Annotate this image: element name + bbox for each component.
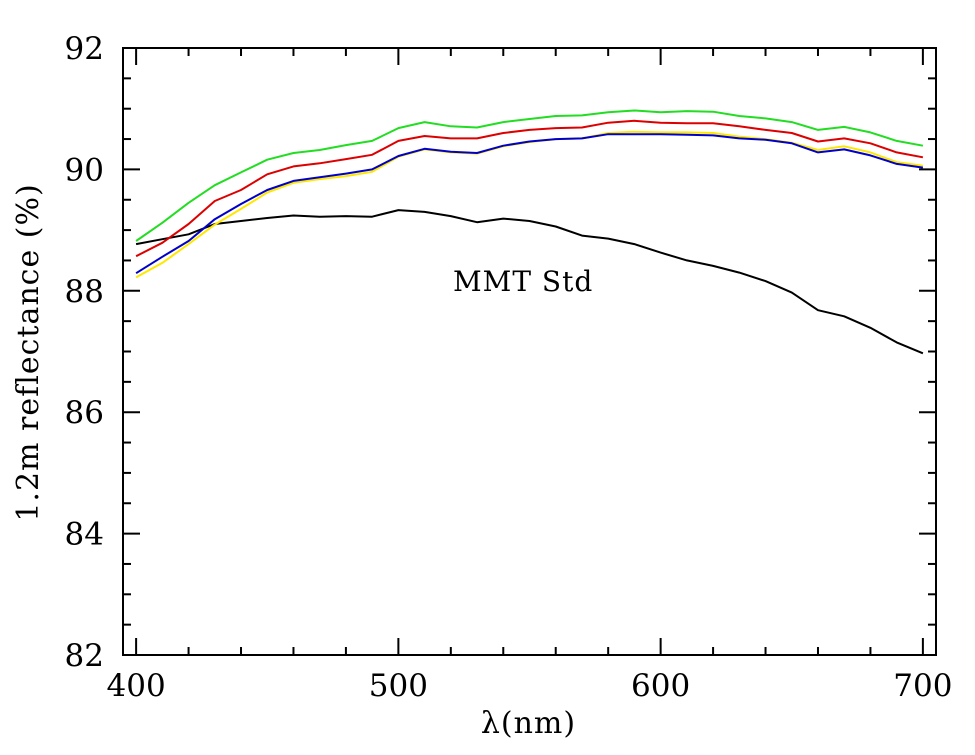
- tick-labels: 400 500 600 700 82 84 86 88 90 92: [65, 31, 953, 704]
- y-tick-label: 82: [65, 638, 104, 674]
- series-line-black: [135, 209, 924, 355]
- series-line-blue: [135, 133, 924, 275]
- y-tick-label: 92: [65, 31, 104, 67]
- annotation-mmt-std: MMT Std: [453, 265, 593, 298]
- axis-ticks: [123, 47, 936, 656]
- x-tick-label: 600: [631, 668, 690, 704]
- x-axis-label: λ(nm): [481, 706, 576, 741]
- y-axis-label: 1.2m reflectance (%): [11, 183, 46, 521]
- y-tick-label: 84: [65, 517, 104, 553]
- plot-frame: [122, 47, 937, 656]
- y-tick-label: 90: [65, 152, 104, 188]
- y-tick-label: 88: [65, 274, 104, 310]
- x-tick-label: 400: [107, 668, 166, 704]
- y-tick-label: 86: [65, 395, 104, 431]
- series-line-green: [135, 109, 924, 242]
- data-series: [135, 109, 924, 355]
- series-line-red: [135, 119, 924, 258]
- x-tick-label: 700: [893, 668, 952, 704]
- x-tick-label: 500: [369, 668, 428, 704]
- series-line-yellow: [135, 130, 924, 279]
